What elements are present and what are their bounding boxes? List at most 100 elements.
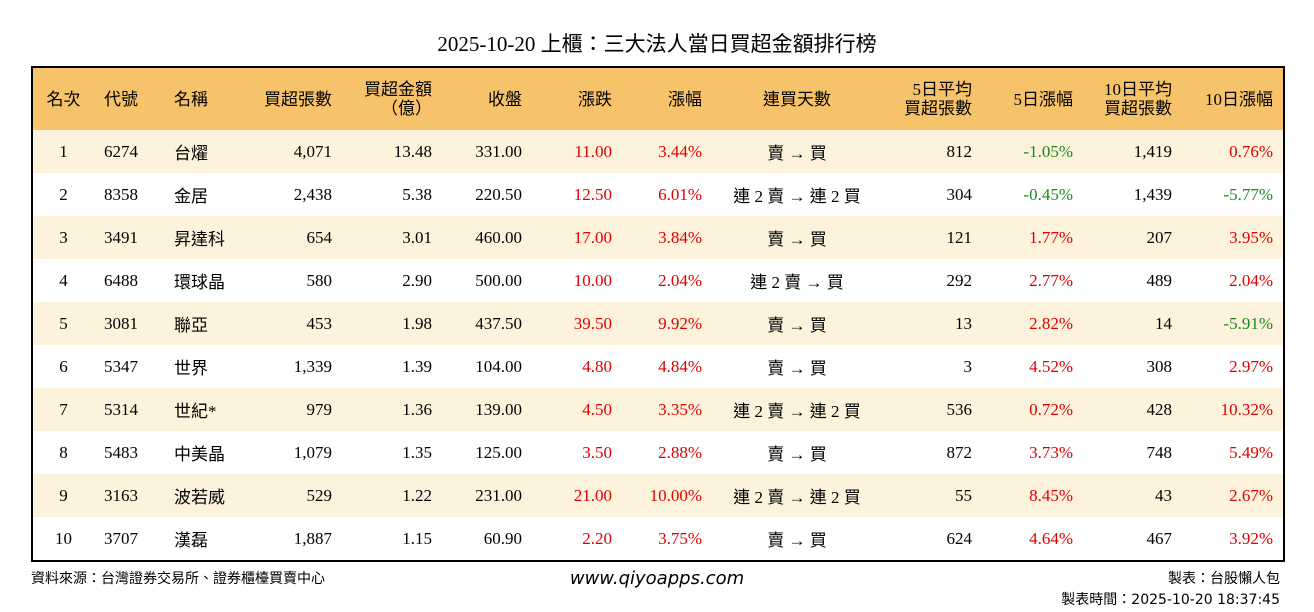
table-cell: 3.01 xyxy=(342,216,442,259)
table-cell: 2.97% xyxy=(1229,356,1273,376)
table-cell: 453 xyxy=(234,302,342,345)
table-cell: 654 xyxy=(234,216,342,259)
table-cell: 580 xyxy=(306,270,333,290)
table-cell: 1.77% xyxy=(982,216,1083,259)
table-cell: 21.00 xyxy=(532,474,622,517)
column-header: 買超張數 xyxy=(234,67,342,130)
table-cell: 1.35 xyxy=(402,442,432,462)
column-header: 10日漲幅 xyxy=(1182,67,1284,130)
table-cell: 1 xyxy=(32,130,94,173)
table-cell: 1,079 xyxy=(293,442,332,462)
table-cell: 賣 → 買 xyxy=(767,531,827,550)
table-cell: 連 2 賣 → 連 2 買 xyxy=(712,474,882,517)
website: www.qiyoapps.com xyxy=(569,568,745,589)
table-cell: 賣 → 買 xyxy=(712,130,882,173)
table-cell: 6 xyxy=(59,356,68,376)
table-cell: 中美晶 xyxy=(174,445,225,464)
table-cell: 979 xyxy=(234,388,342,431)
table-cell: 39.50 xyxy=(532,302,622,345)
table-cell: 536 xyxy=(882,388,982,431)
table-cell: 748 xyxy=(1146,442,1173,462)
table-cell: 4 xyxy=(59,270,68,290)
table-cell: 14 xyxy=(1083,302,1182,345)
table-cell: 1.36 xyxy=(342,388,442,431)
table-cell: 1.15 xyxy=(402,528,432,548)
table-cell: 10.32% xyxy=(1182,388,1284,431)
table-cell: 金居 xyxy=(174,187,208,206)
column-header: 代號 xyxy=(94,67,164,130)
table-cell: 賣 → 買 xyxy=(712,216,882,259)
table-cell: 環球晶 xyxy=(174,273,225,292)
column-header: 5日平均 買超張數 xyxy=(882,67,982,130)
table-cell: 賣 → 買 xyxy=(767,445,827,464)
table-cell: 10.00% xyxy=(622,474,712,517)
table-cell: 8 xyxy=(59,442,68,462)
table-cell: 昇達科 xyxy=(164,216,234,259)
table-cell: 5314 xyxy=(94,388,164,431)
table-cell: 231.00 xyxy=(442,474,532,517)
table-body: 1 6274 台燿 4,071 13.48 331.00 11.00 3.44% 賣 → 買 81… xyxy=(32,130,1284,561)
table-cell: 漢磊 xyxy=(174,531,208,550)
table-cell: 3707 xyxy=(104,528,138,548)
table-cell: 11.00 xyxy=(532,130,622,173)
table-row: 1 6274 台燿 4,071 13.48 331.00 11.00 3.44% 賣 → 買 81… xyxy=(32,130,1284,173)
table-cell: 872 xyxy=(946,442,973,462)
table-cell: 3.73% xyxy=(1029,442,1073,462)
table-cell: 5483 xyxy=(104,442,138,462)
table-cell: 世界 xyxy=(174,359,208,378)
table-cell: 500.00 xyxy=(475,270,522,290)
table-cell: 5 xyxy=(32,302,94,345)
table-cell: 9 xyxy=(32,474,94,517)
table-cell: 2 xyxy=(59,184,68,204)
table-cell: 529 xyxy=(234,474,342,517)
table-cell: -5.77% xyxy=(1223,184,1273,204)
table-row: 3 3491 昇達科 654 3.01 460.00 17.00 3.84% 賣 → 買 121 1… xyxy=(32,216,1284,259)
table-cell: 8358 xyxy=(104,184,138,204)
table-cell: 220.50 xyxy=(475,184,522,204)
table-cell: 12.50 xyxy=(573,184,612,204)
column-header: 漲跌 xyxy=(532,67,622,130)
table-cell: -1.05% xyxy=(982,130,1083,173)
table-cell: 4.84% xyxy=(658,356,702,376)
table-cell: 1,887 xyxy=(293,528,332,548)
table-cell: 3 xyxy=(963,356,973,376)
table-row: 8 5483 中美晶 1,079 1.35 125.00 3.50 2.88% 賣 → 買 872… xyxy=(32,431,1284,474)
table-cell: 467 xyxy=(1146,528,1173,548)
table-cell: -0.45% xyxy=(1023,184,1073,204)
column-header: 10日平均 買超張數 xyxy=(1083,67,1182,130)
table-cell: 3163 xyxy=(94,474,164,517)
table-cell: 624 xyxy=(946,528,973,548)
table-cell: 437.50 xyxy=(442,302,532,345)
table-cell: 台燿 xyxy=(164,130,234,173)
ranking-table: 名次 代號 名稱 買超張數 買超金額 （億） 收盤 漲跌 漲幅 連買天數 5日平均 買超張數 5日漲… xyxy=(31,66,1285,562)
table-cell: 1.39 xyxy=(402,356,432,376)
table-cell: 17.00 xyxy=(532,216,622,259)
table-cell: 3081 xyxy=(94,302,164,345)
table-cell: 460.00 xyxy=(442,216,532,259)
table-cell: 賣 → 買 xyxy=(712,302,882,345)
table-cell: 13.48 xyxy=(342,130,442,173)
table-row: 7 5314 世紀* 979 1.36 139.00 4.50 3.35% 連 2 賣 → 連 … xyxy=(32,388,1284,431)
table-cell: 6.01% xyxy=(658,184,702,204)
table-cell: 308 xyxy=(1146,356,1173,376)
table-cell: 1,419 xyxy=(1083,130,1182,173)
table-cell: 489 xyxy=(1146,270,1173,290)
table-cell: 43 xyxy=(1083,474,1182,517)
table-cell: 2.90 xyxy=(402,270,432,290)
table-cell: 3.95% xyxy=(1182,216,1284,259)
table-cell: 9.92% xyxy=(622,302,712,345)
table-cell: 2.77% xyxy=(1029,270,1073,290)
table-cell: 2,438 xyxy=(293,184,332,204)
table-cell: 連 2 賣 → 買 xyxy=(750,273,844,292)
header-row: 名次 代號 名稱 買超張數 買超金額 （億） 收盤 漲跌 漲幅 連買天數 5日平均 買超張數 5日漲… xyxy=(32,67,1284,130)
table-cell: 5.38 xyxy=(402,184,432,204)
table-row: 10 3707 漢磊 1,887 1.15 60.90 2.20 3.75% 賣 → 買 624 4… xyxy=(32,517,1284,561)
table-cell: 2.04% xyxy=(1229,270,1273,290)
table-cell: 104.00 xyxy=(475,356,522,376)
author: 製表：台股懶人包 xyxy=(1168,571,1280,587)
table-cell: -5.91% xyxy=(1182,302,1284,345)
table-cell: 60.90 xyxy=(483,528,522,548)
table-cell: 1.98 xyxy=(342,302,442,345)
table-cell: 139.00 xyxy=(442,388,532,431)
